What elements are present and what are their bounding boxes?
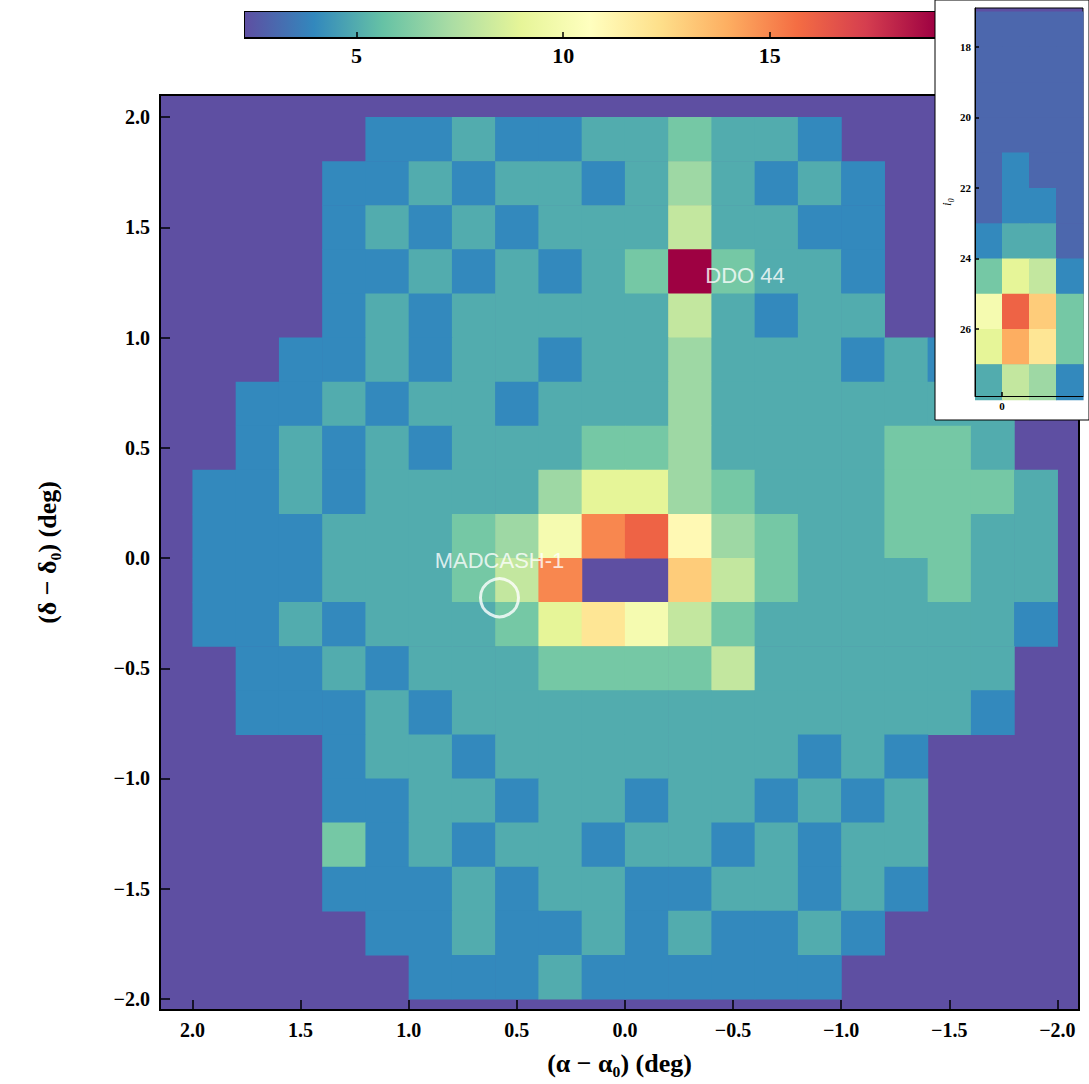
svg-text:i₀: i₀: [939, 198, 954, 206]
svg-text:0: 0: [999, 400, 1005, 412]
svg-text:2.0: 2.0: [125, 106, 150, 128]
svg-text:−2.0: −2.0: [1039, 1019, 1075, 1041]
svg-text:0.5: 0.5: [504, 1019, 529, 1041]
svg-text:−2.0: −2.0: [114, 988, 150, 1010]
svg-text:0.5: 0.5: [125, 437, 150, 459]
svg-text:DDO 44: DDO 44: [705, 263, 784, 288]
svg-text:(δ − δ₀) (deg): (δ − δ₀) (deg): [33, 481, 62, 624]
svg-text:(α − α₀) (deg): (α − α₀) (deg): [547, 1049, 692, 1078]
svg-text:−1.0: −1.0: [114, 767, 150, 789]
svg-text:26: 26: [960, 323, 972, 335]
svg-text:24: 24: [960, 252, 972, 264]
svg-text:22: 22: [960, 182, 972, 194]
svg-text:1.0: 1.0: [125, 327, 150, 349]
svg-text:2.0: 2.0: [180, 1019, 205, 1041]
svg-text:15: 15: [759, 43, 781, 68]
svg-text:18: 18: [960, 41, 972, 53]
svg-text:5: 5: [351, 43, 362, 68]
svg-text:−0.5: −0.5: [114, 657, 150, 679]
svg-text:1.5: 1.5: [288, 1019, 313, 1041]
svg-text:−1.5: −1.5: [114, 878, 150, 900]
svg-text:0.0: 0.0: [125, 547, 150, 569]
svg-text:1.5: 1.5: [125, 216, 150, 238]
svg-text:10: 10: [552, 43, 574, 68]
svg-text:0.0: 0.0: [612, 1019, 637, 1041]
svg-text:20: 20: [960, 111, 972, 123]
svg-text:−1.5: −1.5: [931, 1019, 967, 1041]
svg-text:−0.5: −0.5: [715, 1019, 751, 1041]
svg-text:1.0: 1.0: [396, 1019, 421, 1041]
svg-text:MADCASH-1: MADCASH-1: [435, 548, 565, 573]
svg-text:−1.0: −1.0: [823, 1019, 859, 1041]
